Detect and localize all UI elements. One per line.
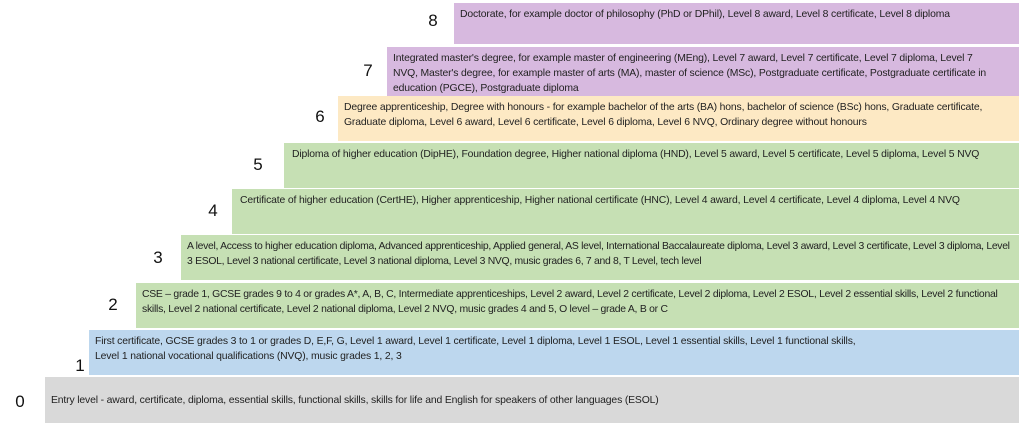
level-0-number: 0 <box>15 392 25 411</box>
level-1-number: 1 <box>75 356 85 375</box>
level-2-box: CSE – grade 1, GCSE grades 9 to 4 or gra… <box>136 283 1019 328</box>
level-4-text: Certificate of higher education (CertHE)… <box>240 195 960 206</box>
level-7-number: 7 <box>363 61 373 80</box>
level-3-number: 3 <box>153 248 163 267</box>
level-5-box: Diploma of higher education (DipHE), Fou… <box>284 143 1019 188</box>
level-0-box: Entry level - award, certificate, diplom… <box>45 377 1019 423</box>
level-2-text: CSE – grade 1, GCSE grades 9 to 4 or gra… <box>142 289 998 315</box>
level-8-box: Doctorate, for example doctor of philoso… <box>454 3 1019 44</box>
level-6-number: 6 <box>315 107 325 126</box>
level-6-box: Degree apprenticeship, Degree with honou… <box>338 96 1019 141</box>
level-2-number: 2 <box>108 295 118 314</box>
level-4-number: 4 <box>208 201 218 220</box>
level-7-text: Integrated master's degree, for example … <box>393 53 987 94</box>
level-6-text: Degree apprenticeship, Degree with honou… <box>344 102 983 128</box>
level-7-box: Integrated master's degree, for example … <box>387 47 1019 96</box>
level-8-text: Doctorate, for example doctor of philoso… <box>460 9 950 20</box>
level-4-box: Certificate of higher education (CertHE)… <box>232 189 1019 234</box>
level-8-number: 8 <box>428 11 438 30</box>
level-3-box: A level, Access to higher education dipl… <box>181 235 1019 280</box>
level-5-text: Diploma of higher education (DipHE), Fou… <box>292 149 980 160</box>
level-5-number: 5 <box>253 155 263 174</box>
level-1-text: First certificate, GCSE grades 3 to 1 or… <box>95 336 856 362</box>
level-1-box: First certificate, GCSE grades 3 to 1 or… <box>89 330 1019 375</box>
level-0-text: Entry level - award, certificate, diplom… <box>51 394 659 406</box>
level-3-text: A level, Access to higher education dipl… <box>187 241 1010 267</box>
